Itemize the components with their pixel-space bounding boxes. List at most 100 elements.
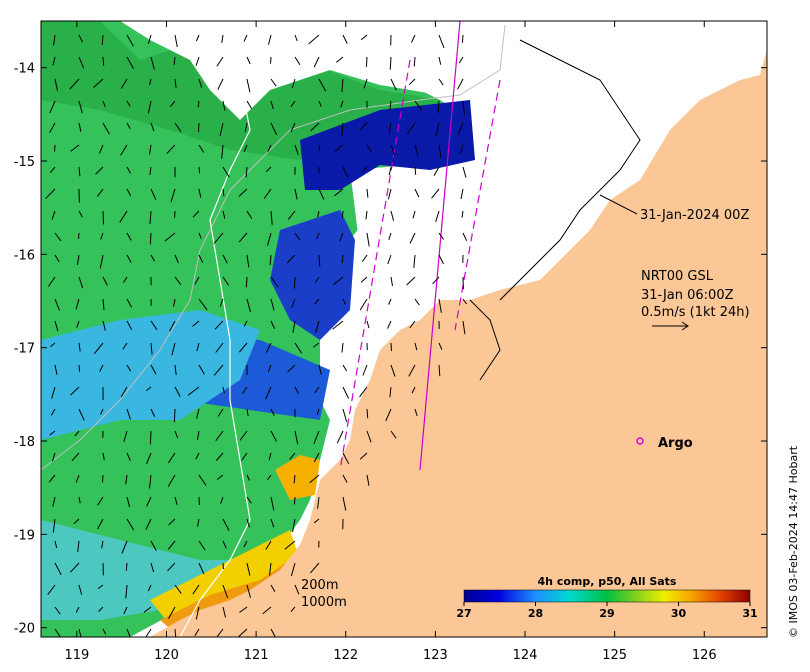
current-vector [101, 34, 104, 46]
current-vector [246, 562, 251, 576]
current-vector [387, 254, 392, 265]
bathymetry-1000m [179, 29, 271, 637]
swath-dash-east [454, 79, 501, 331]
current-vector [150, 188, 157, 200]
current-vector [47, 276, 56, 287]
current-vector [239, 606, 248, 613]
current-vector [341, 210, 344, 219]
current-vector [192, 210, 200, 218]
current-vector [438, 56, 442, 65]
x-tick-label: 123 [423, 648, 448, 663]
current-vector [174, 122, 182, 133]
current-vector [167, 452, 176, 464]
y-tick-label: -17 [14, 342, 35, 357]
current-vector [414, 298, 420, 306]
current-vector [290, 562, 296, 577]
current-vector [95, 166, 104, 175]
current-vector [294, 430, 299, 445]
x-tick-label: 121 [244, 648, 269, 663]
current-vector [390, 276, 393, 287]
current-vector [314, 276, 320, 283]
current-vector [126, 364, 132, 372]
current-vector [171, 342, 176, 356]
depth-200m-label: 200m [301, 578, 338, 593]
current-vector [120, 78, 128, 89]
current-vector [49, 430, 56, 436]
current-vector [412, 210, 416, 219]
x-tick-label: 124 [513, 648, 538, 663]
current-vector [49, 100, 56, 114]
current-vector [220, 496, 224, 504]
current-vector [294, 584, 300, 595]
current-vector [245, 166, 248, 178]
current-vector [78, 584, 83, 595]
current-vector [73, 518, 80, 525]
current-vector [270, 56, 272, 64]
current-vector [102, 276, 108, 286]
current-vector [198, 474, 207, 486]
depth-1000m-label: 1000m [301, 595, 347, 610]
current-vectors [45, 34, 468, 637]
current-vector [389, 100, 392, 111]
current-vector [461, 210, 464, 218]
y-tick-label: -14 [14, 62, 35, 77]
current-vector [187, 386, 200, 396]
current-vector [289, 452, 296, 460]
current-vector [169, 320, 176, 332]
current-vector [267, 144, 272, 152]
current-vector [342, 298, 346, 305]
current-vector [78, 408, 85, 421]
current-vector [120, 144, 128, 156]
current-vector [313, 430, 320, 444]
current-vector [150, 56, 155, 70]
current-vector [54, 232, 62, 242]
current-vector [270, 210, 273, 225]
current-vector [168, 606, 176, 619]
current-vector [361, 254, 368, 262]
current-vector [126, 254, 132, 263]
current-vector [459, 144, 464, 154]
current-vector [195, 606, 200, 620]
current-vector [317, 210, 320, 218]
current-vector [195, 34, 200, 42]
current-vector [222, 606, 226, 618]
current-vector [287, 210, 296, 220]
current-vector [270, 276, 279, 288]
current-vector [216, 474, 224, 480]
current-vector [458, 56, 464, 64]
current-vector [78, 232, 80, 240]
current-vector [167, 474, 176, 487]
current-vector [270, 298, 275, 311]
current-vector [126, 232, 132, 241]
current-vector [342, 364, 348, 372]
current-vector [174, 430, 179, 439]
current-vector [54, 606, 61, 615]
current-vector [385, 408, 392, 422]
current-vector [50, 342, 56, 348]
current-vector [341, 78, 344, 92]
current-vector [360, 276, 368, 283]
current-vector [215, 430, 224, 441]
map-frame [40, 20, 768, 638]
current-vector [145, 628, 152, 637]
current-vector [126, 518, 135, 531]
current-vector [197, 100, 200, 108]
current-vector [462, 320, 466, 335]
current-vector [78, 276, 84, 289]
current-vector [340, 100, 344, 108]
current-vector [97, 584, 104, 590]
current-vector [438, 232, 445, 240]
current-vector [149, 474, 152, 489]
current-vector [246, 56, 251, 65]
current-vector [196, 408, 200, 419]
current-vector [362, 364, 368, 376]
swath-time-label: 31-Jan-2024 00Z [640, 208, 749, 223]
current-vector [97, 496, 104, 506]
current-vector [246, 100, 253, 109]
current-vector [243, 34, 248, 42]
altimetry-swaths [339, 21, 501, 471]
current-vector [294, 342, 303, 354]
current-vector [284, 540, 296, 550]
current-vector [409, 232, 416, 244]
current-vector [174, 254, 179, 264]
